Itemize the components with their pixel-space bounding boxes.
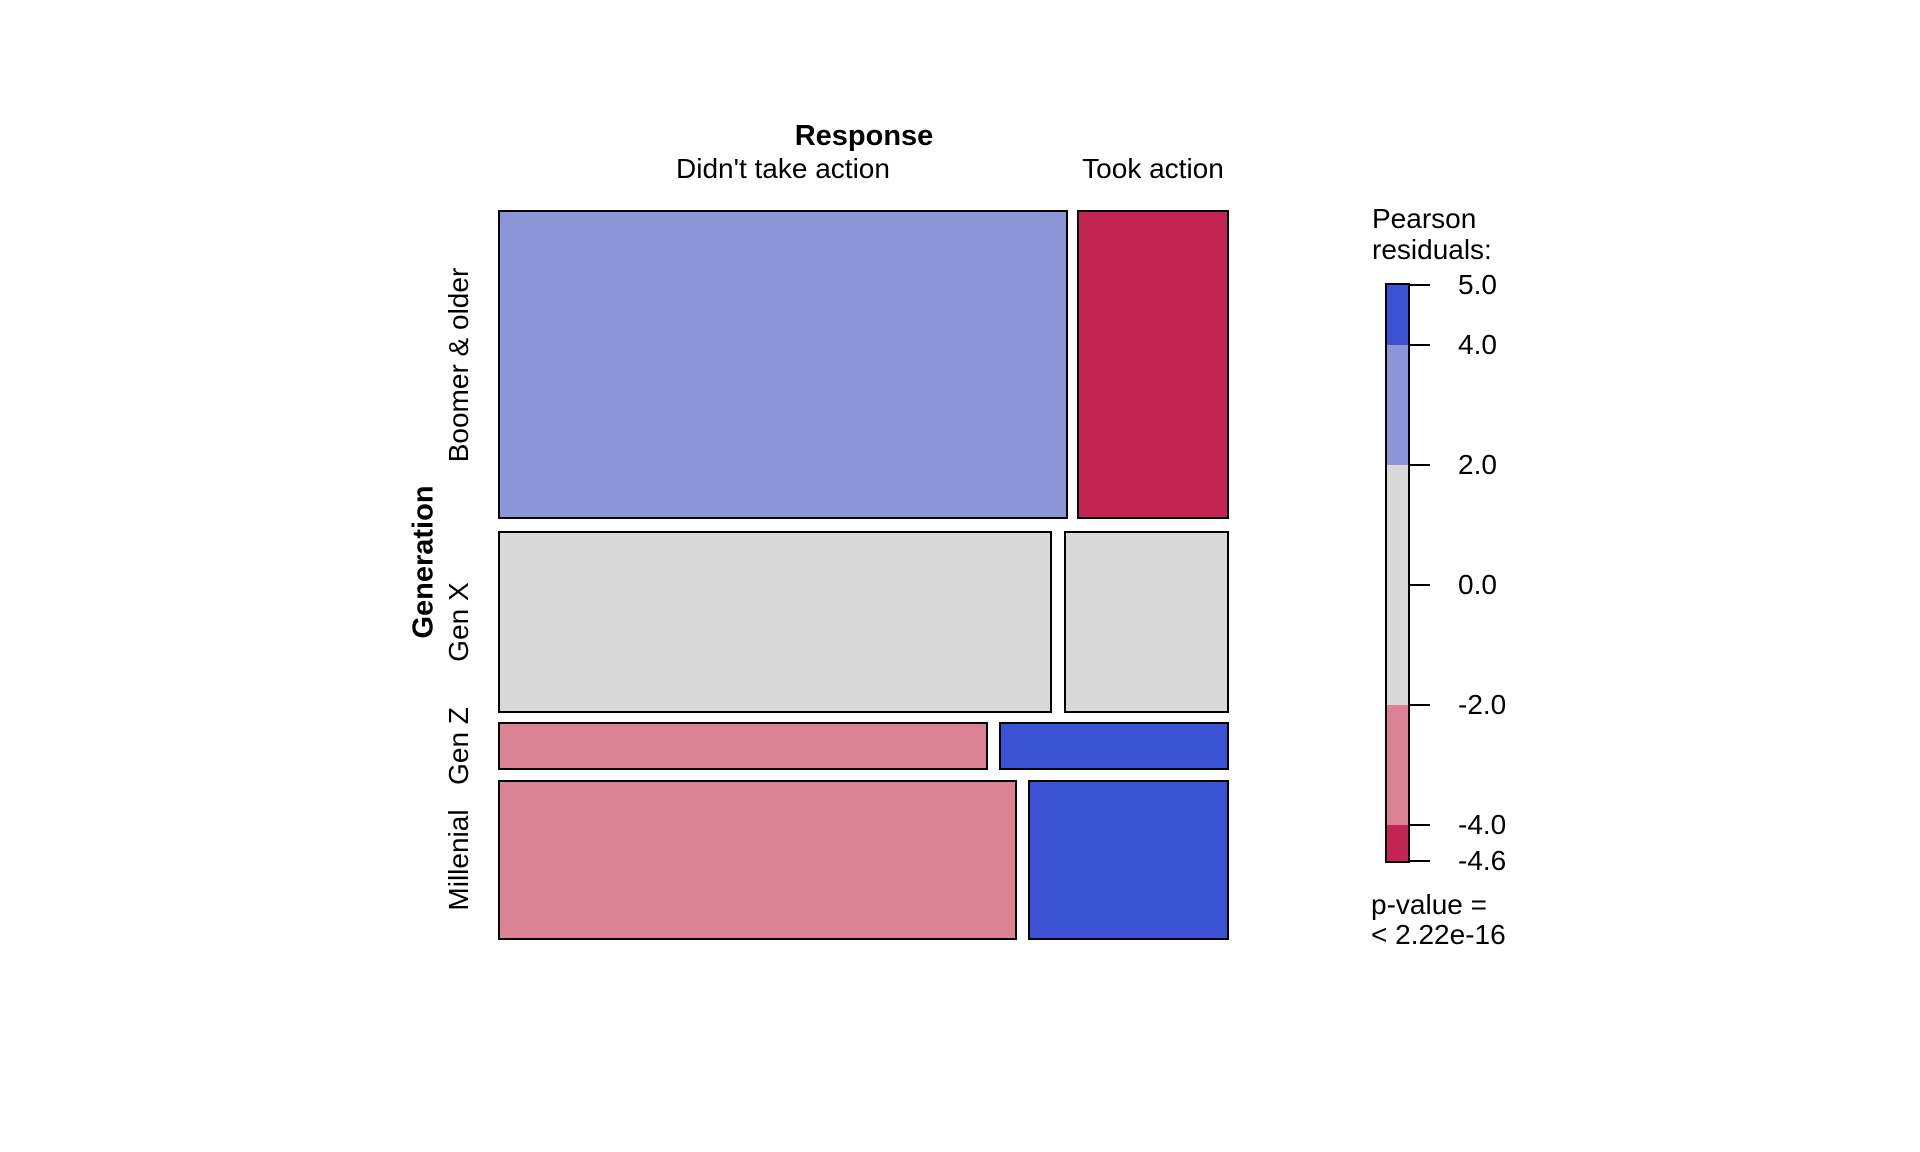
tile-boomer-older-didn-t-take-action — [498, 210, 1068, 519]
legend-title-line-1: Pearson — [1372, 203, 1477, 234]
tile-gen-z-didn-t-take-action — [498, 722, 988, 770]
row-label-gen-x: Gen X — [443, 582, 474, 662]
tile-gen-z-took-action — [999, 722, 1229, 770]
legend-tick-2-0 — [1410, 704, 1430, 706]
legend-tick-4-0 — [1410, 344, 1430, 346]
legend-tick-label-4-6: -4.6 — [1458, 845, 1507, 876]
p-value-line-2: < 2.22e-16 — [1371, 919, 1506, 950]
legend-title: Pearson residuals: — [1372, 203, 1492, 265]
x-axis-title: Response — [794, 120, 934, 152]
p-value-text: p-value = < 2.22e-16 — [1371, 890, 1506, 950]
tile-gen-x-didn-t-take-action — [498, 531, 1052, 713]
legend-tick-label-4-0: -4.0 — [1458, 809, 1507, 840]
tile-gen-x-took-action — [1064, 531, 1229, 713]
legend-tick-4-0 — [1410, 824, 1430, 826]
row-label-gen-z: Gen Z — [443, 707, 474, 785]
y-axis-title: Generation — [407, 485, 440, 639]
legend-tick-label-5-0: 5.0 — [1458, 269, 1497, 300]
legend-color-bar — [1385, 283, 1410, 863]
tile-boomer-older-took-action — [1077, 210, 1229, 519]
legend-segment-2-to-2 — [1387, 465, 1408, 705]
column-label-took-action: Took action — [1082, 153, 1224, 184]
legend-tick-label-0-0: 0.0 — [1458, 569, 1497, 600]
legend-tick-0-0 — [1410, 584, 1430, 586]
legend-tick-label-2-0: -2.0 — [1458, 689, 1507, 720]
legend-title-line-2: residuals: — [1372, 234, 1492, 265]
legend-tick-2-0 — [1410, 464, 1430, 466]
legend-segment-2-to-4 — [1387, 345, 1408, 465]
legend-segment-4-to-5 — [1387, 285, 1408, 345]
legend-tick-label-2-0: 2.0 — [1458, 449, 1497, 480]
legend-segment-4-6-to-4 — [1387, 825, 1408, 861]
row-label-boomer-older: Boomer & older — [443, 267, 474, 462]
legend-segment-4-to-2 — [1387, 705, 1408, 825]
legend-tick-label-4-0: 4.0 — [1458, 329, 1497, 360]
tile-millenial-didn-t-take-action — [498, 780, 1017, 940]
tile-millenial-took-action — [1028, 780, 1229, 940]
p-value-line-1: p-value = — [1371, 889, 1487, 920]
row-label-millenial: Millenial — [443, 809, 474, 911]
legend-tick-4-6 — [1410, 860, 1430, 862]
column-label-didnt-take-action: Didn't take action — [676, 153, 890, 184]
legend-tick-5-0 — [1410, 284, 1430, 286]
